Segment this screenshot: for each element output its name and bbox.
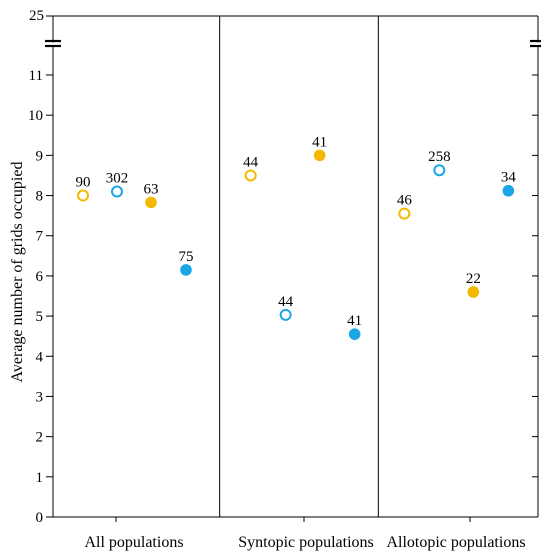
filled-blue-point bbox=[502, 184, 515, 197]
sample-size-label: 258 bbox=[428, 149, 451, 165]
y-tick-label: 1 bbox=[36, 470, 44, 486]
y-tick-label: 10 bbox=[28, 108, 43, 124]
open-orange-point bbox=[398, 207, 411, 220]
y-tick-label: 11 bbox=[29, 68, 43, 84]
y-tick-label: 8 bbox=[36, 189, 44, 205]
filled-orange-point bbox=[145, 196, 157, 209]
y-tick-label: 7 bbox=[36, 229, 44, 245]
filled-orange-point bbox=[313, 149, 326, 162]
y-break-tick-label: 25 bbox=[29, 8, 44, 24]
category-labels: All populations Syntopic populations Allot… bbox=[84, 517, 526, 551]
filled-blue-point bbox=[348, 328, 361, 340]
category-label: Syntopic populations bbox=[238, 534, 374, 551]
sample-size-labels: 90 302 63 75 44 44 41 41 46 258 22 34 bbox=[76, 134, 517, 329]
sample-size-label: 41 bbox=[347, 313, 362, 329]
open-blue-point bbox=[433, 164, 446, 177]
open-blue-point bbox=[111, 185, 123, 198]
sample-size-label: 22 bbox=[466, 271, 481, 287]
data-points bbox=[77, 149, 515, 340]
y-tick-label: 2 bbox=[36, 430, 44, 446]
y-tick-label: 3 bbox=[36, 389, 44, 405]
sample-size-label: 41 bbox=[312, 134, 327, 150]
open-orange-point bbox=[244, 169, 257, 182]
y-tick-label: 5 bbox=[36, 309, 44, 325]
y-tick-label: 4 bbox=[36, 349, 44, 365]
sample-size-label: 63 bbox=[144, 181, 159, 197]
sample-size-label: 75 bbox=[179, 249, 194, 265]
sample-size-label: 302 bbox=[106, 171, 129, 187]
plot-frame bbox=[45, 15, 541, 518]
axis-break-gap bbox=[51, 42, 55, 45]
sample-size-label: 44 bbox=[243, 154, 259, 170]
category-label: Allotopic populations bbox=[386, 534, 525, 551]
y-tick-label: 0 bbox=[36, 510, 44, 526]
y-tick-label: 9 bbox=[36, 148, 44, 164]
category-label: All populations bbox=[84, 534, 183, 551]
y-axis-title: Average number of grids occupied bbox=[9, 162, 26, 383]
open-orange-point bbox=[77, 189, 89, 202]
axis-break-gap bbox=[536, 42, 540, 45]
filled-blue-point bbox=[180, 264, 192, 276]
filled-orange-point bbox=[467, 286, 480, 298]
sample-size-label: 34 bbox=[501, 170, 517, 186]
y-tick-label: 6 bbox=[36, 269, 44, 285]
open-blue-point bbox=[279, 308, 292, 321]
sample-size-label: 44 bbox=[278, 294, 294, 310]
sample-size-label: 46 bbox=[397, 193, 413, 209]
sample-size-label: 90 bbox=[76, 175, 91, 191]
